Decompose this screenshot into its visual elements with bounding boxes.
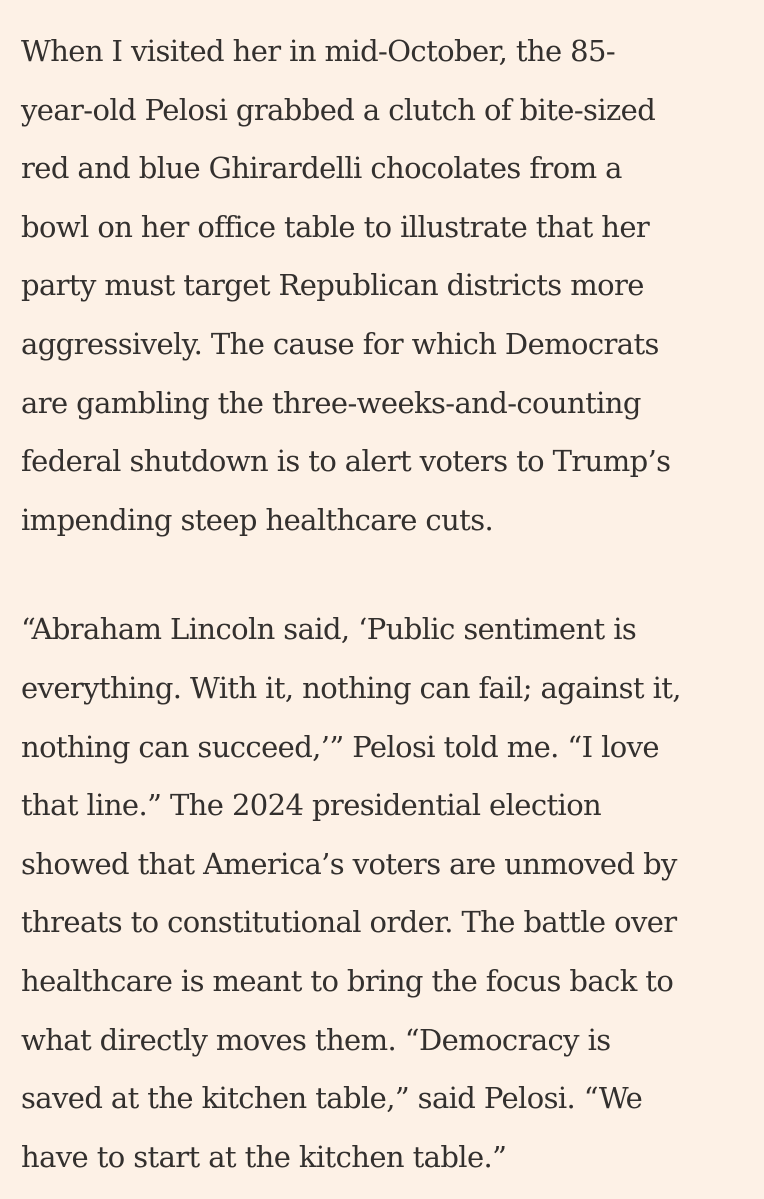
paragraph-line: impending steep healthcare cuts.: [21, 502, 494, 537]
paragraph-line: When I visited her in mid-October, the 8…: [21, 34, 616, 68]
paragraph-line: “Abraham Lincoln said, ‘Public sentiment…: [21, 612, 637, 647]
paragraph-line: showed that America’s voters are unmoved…: [21, 846, 677, 881]
paragraph-line: are gambling the three-weeks-and-countin…: [21, 385, 641, 420]
paragraph-line: healthcare is meant to bring the focus b…: [21, 963, 674, 998]
paragraph-2: “Abraham Lincoln said, ‘Public sentiment…: [21, 600, 764, 1186]
paragraph-1: When I visited her in mid-October, the 8…: [21, 22, 764, 549]
paragraph-line: have to start at the kitchen table.”: [21, 1139, 507, 1174]
paragraph-line: year-old Pelosi grabbed a clutch of bite…: [21, 92, 656, 127]
paragraph-line: threats to constitutional order. The bat…: [21, 905, 677, 940]
paragraph-line: what directly moves them. “Democracy is: [21, 1022, 611, 1057]
paragraph-spacer: [21, 549, 764, 600]
paragraph-line: that line.” The 2024 presidential electi…: [21, 788, 602, 823]
paragraph-line: federal shutdown is to alert voters to T…: [21, 444, 671, 479]
paragraph-line: red and blue Ghirardelli chocolates from…: [21, 151, 622, 186]
paragraph-line: saved at the kitchen table,” said Pelosi…: [21, 1081, 643, 1116]
paragraph-line: everything. With it, nothing can fail; a…: [21, 670, 682, 705]
paragraph-line: nothing can succeed,’” Pelosi told me. “…: [21, 729, 660, 764]
paragraph-line: aggressively. The cause for which Democr…: [21, 326, 659, 361]
paragraph-line: bowl on her office table to illustrate t…: [21, 209, 650, 244]
paragraph-line: party must target Republican districts m…: [21, 268, 644, 303]
